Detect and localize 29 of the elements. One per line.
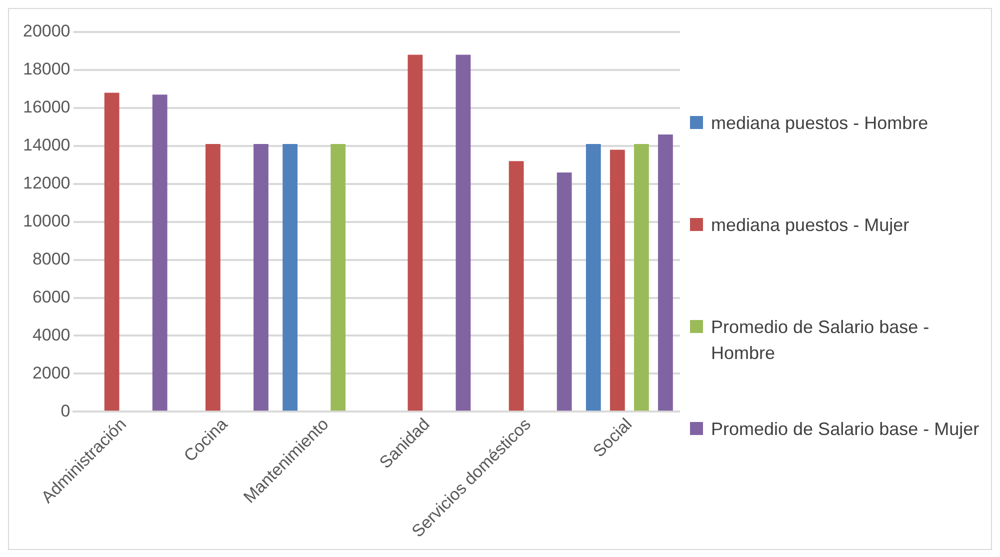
bar <box>408 54 423 411</box>
bar <box>254 144 268 411</box>
y-tick-label: 10000 <box>22 212 70 231</box>
legend-label: mediana puestos - Mujer <box>711 214 910 237</box>
legend-label: Promedio de Salario base - Mujer <box>711 418 980 441</box>
y-tick-label: 0 <box>60 401 70 420</box>
legend-label: mediana puestos - Hombre <box>711 112 928 135</box>
y-tick-label: 12000 <box>22 174 70 193</box>
bar <box>456 54 471 411</box>
legend-label: Promedio de Salario base - Hombre <box>711 316 930 365</box>
bar <box>152 94 168 411</box>
bar <box>556 172 572 411</box>
y-tick-label: 8000 <box>32 249 70 268</box>
bar <box>282 144 298 411</box>
bar <box>330 144 346 411</box>
bar <box>634 144 649 411</box>
y-tick-label: 14000 <box>22 136 70 155</box>
bar <box>586 144 601 411</box>
y-tick-label: 2000 <box>32 363 70 382</box>
y-tick-label: 20000 <box>22 22 70 41</box>
bar <box>206 144 220 411</box>
bar <box>610 150 625 411</box>
y-tick-label: 16000 <box>22 98 70 117</box>
bar <box>104 92 120 411</box>
y-tick-label: 6000 <box>32 287 70 306</box>
y-tick-label: 18000 <box>22 60 70 79</box>
bar <box>658 134 673 411</box>
bar <box>508 161 524 411</box>
y-tick-label: 4000 <box>32 325 70 344</box>
